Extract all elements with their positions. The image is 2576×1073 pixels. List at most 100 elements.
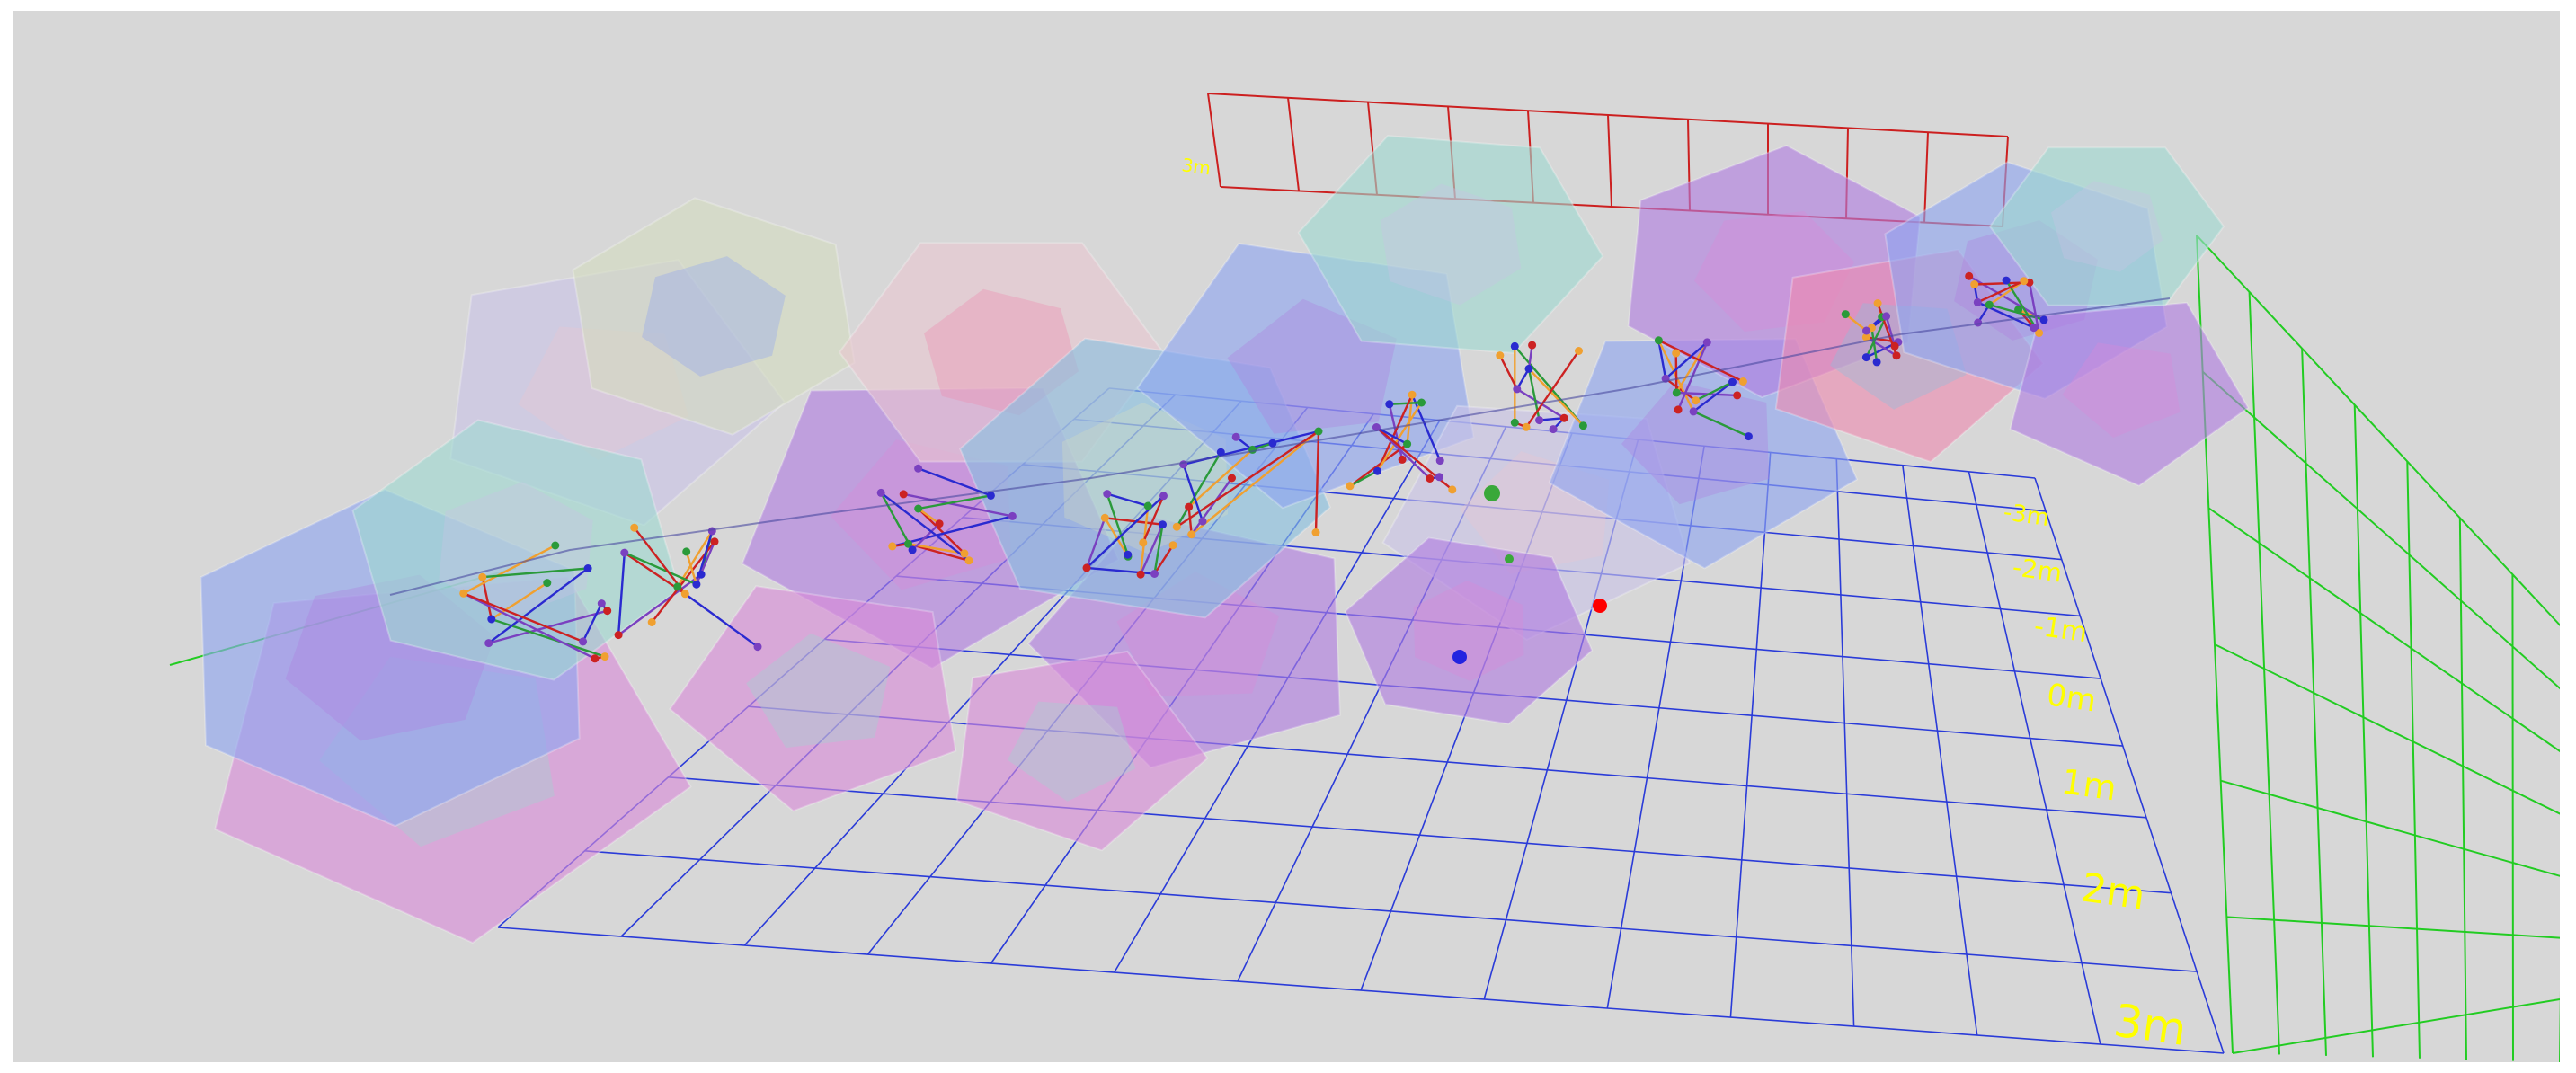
floor-grid-line <box>1729 452 1772 1018</box>
floor-grid-line <box>497 927 2225 1054</box>
wire-node <box>899 490 908 499</box>
wire-node <box>1973 297 1982 306</box>
axis-label-1: 1m <box>2059 761 2119 808</box>
wire-bond <box>1976 279 2025 304</box>
polyhedral-cell[interactable] <box>351 419 680 681</box>
wire-node <box>1228 474 1236 483</box>
3d-viewport[interactable]: 3m -3m -2m -1m 0m 1m 2m 3m <box>13 11 2560 1062</box>
wire-node <box>1728 377 1737 386</box>
wire-bond <box>617 553 626 635</box>
wire-bond <box>1104 517 1130 557</box>
side-grid-line <box>2406 461 2421 1059</box>
wire-bond <box>1106 493 1129 555</box>
cell-facet <box>642 256 786 377</box>
floor-grid-line <box>2034 477 2225 1054</box>
wire-bond <box>902 492 1013 518</box>
green-ball-marker[interactable] <box>1484 485 1500 501</box>
cell-facet <box>1621 381 1770 505</box>
wire-node <box>1159 492 1168 501</box>
polyhedral-cell[interactable] <box>669 585 957 812</box>
wire-node <box>597 599 606 608</box>
wire-node <box>1861 353 1870 362</box>
wire-bond <box>918 508 940 525</box>
wire-node <box>1314 427 1323 436</box>
wire-node <box>1744 432 1753 441</box>
side-grid-line <box>2301 348 2327 1056</box>
wire-bond <box>1657 339 1744 383</box>
polyhedral-cell[interactable] <box>1988 146 2225 306</box>
wire-node <box>1008 511 1017 520</box>
wire-node <box>888 542 897 551</box>
wire-bond <box>685 551 698 585</box>
polyhedral-cell[interactable] <box>1297 135 1604 354</box>
wire-node <box>1448 485 1457 494</box>
wire-node <box>1674 405 1683 414</box>
polyhedral-cell[interactable] <box>572 197 856 436</box>
wire-node <box>710 537 719 546</box>
wire-node <box>1522 422 1531 431</box>
wire-node <box>1435 473 1443 482</box>
wire-node <box>1082 563 1091 572</box>
wire-node <box>1890 341 1899 350</box>
wire-node <box>1974 318 1983 327</box>
wire-node <box>1426 474 1435 483</box>
green-small-marker[interactable] <box>1505 554 1514 563</box>
cell-facet <box>2062 342 2181 438</box>
wire-bond <box>624 552 697 586</box>
wire-node <box>1510 341 1519 350</box>
wire-node <box>1124 550 1133 559</box>
origin-marker[interactable] <box>1593 599 1607 613</box>
wire-bond <box>911 522 940 551</box>
wire-node <box>1654 336 1663 345</box>
wire-node <box>1510 418 1519 427</box>
wire-bond <box>1885 315 1896 347</box>
wire-bond <box>582 603 603 643</box>
wire-bond <box>487 567 589 644</box>
wire-bond <box>1988 279 2025 306</box>
wire-node <box>1559 413 1568 422</box>
wire-node <box>1100 513 1109 522</box>
wire-node <box>1268 439 1277 448</box>
wire-node <box>876 488 885 497</box>
wire-bond <box>1498 355 1518 390</box>
wire-node <box>2014 306 2023 315</box>
side-grid-line <box>2220 779 2560 877</box>
cell-facet <box>1227 298 1397 434</box>
wire-node <box>935 519 944 528</box>
wire-node <box>487 615 496 624</box>
wire-node <box>1159 520 1167 529</box>
wire-bond <box>481 576 493 620</box>
axis-label-2: 2m <box>2078 865 2147 918</box>
cell-facet <box>1007 701 1136 802</box>
wire-node <box>603 607 612 616</box>
wire-node <box>620 548 629 557</box>
wire-bond <box>617 573 702 636</box>
wire-bond <box>1410 394 1442 462</box>
floor-grid-line <box>1968 471 2101 1045</box>
wire-node <box>1136 570 1145 579</box>
wire-node <box>1841 310 1850 319</box>
wire-node <box>2035 329 2044 337</box>
wire-node <box>1168 541 1177 550</box>
wire-bond <box>1528 368 1585 427</box>
wire-bond <box>1140 524 1164 575</box>
scene-canvas[interactable]: 3m -3m -2m -1m 0m 1m 2m 3m <box>13 11 2560 1062</box>
wire-bond <box>1349 443 1408 487</box>
polyhedral-cell[interactable] <box>2009 301 2250 487</box>
side-grid-line <box>2196 235 2560 627</box>
wire-node <box>579 637 588 646</box>
wire-node <box>647 618 656 626</box>
wire-node <box>583 564 592 572</box>
wire-node <box>1172 522 1181 531</box>
wire-bond <box>1187 448 1254 508</box>
polyhedral-cell[interactable] <box>955 650 1209 852</box>
wire-bond <box>1870 327 1879 363</box>
wire-node <box>914 504 923 513</box>
polyhedral-cell[interactable] <box>1344 536 1594 725</box>
wire-node <box>682 547 691 556</box>
blue-ball-marker[interactable] <box>1452 650 1467 664</box>
wire-node <box>1150 570 1159 578</box>
wire-bond <box>918 467 991 497</box>
axis-label-neg2: -2m <box>2011 552 2064 588</box>
wire-node <box>1578 421 1587 430</box>
